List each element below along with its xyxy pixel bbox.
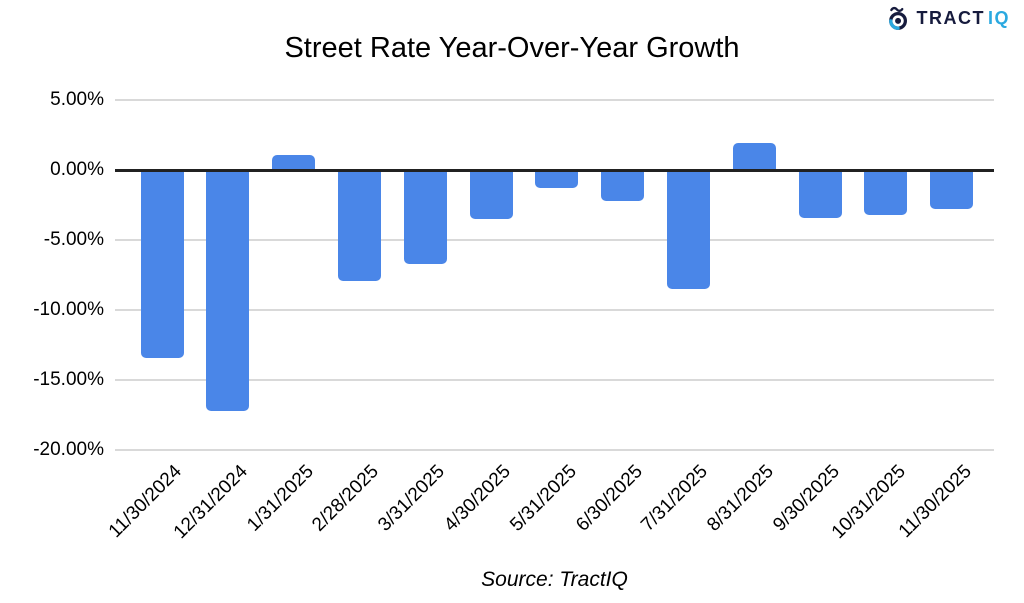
gridline: [115, 99, 994, 101]
bar-11/30/2025[interactable]: [930, 170, 973, 210]
gridline: [115, 449, 994, 451]
tractiq-logo-icon: [889, 6, 908, 30]
gridline: [115, 239, 994, 241]
bar-2/28/2025[interactable]: [338, 170, 381, 281]
bar-10/31/2025[interactable]: [864, 170, 907, 215]
chart-title: Street Rate Year-Over-Year Growth: [284, 32, 740, 64]
y-axis-tick-label: -10.00%: [33, 299, 104, 320]
y-axis-tick-label: 5.00%: [50, 89, 104, 110]
logo-text-iq: IQ: [987, 7, 1010, 28]
bar-7/31/2025[interactable]: [667, 170, 710, 289]
zero-axis-line: [115, 168, 994, 172]
source-note: Source: TractIQ: [481, 568, 628, 591]
bar-8/31/2025[interactable]: [733, 143, 776, 170]
bar-6/30/2025[interactable]: [601, 170, 644, 201]
logo-text-tract: TRACT: [916, 7, 985, 28]
bar-1/31/2025[interactable]: [272, 154, 315, 170]
plot-area: [115, 99, 994, 451]
bar-12/31/2024[interactable]: [206, 170, 249, 411]
bar-4/30/2025[interactable]: [470, 170, 513, 219]
tractiq-logo: TRACT IQ: [887, 5, 1010, 31]
bar-11/30/2024[interactable]: [141, 170, 184, 358]
bar-9/30/2025[interactable]: [799, 170, 842, 218]
bar-3/31/2025[interactable]: [404, 170, 447, 264]
tractiq-logo-text: TRACT IQ: [916, 6, 1010, 31]
bar-5/31/2025[interactable]: [535, 170, 578, 189]
gridline: [115, 309, 994, 311]
gridline: [115, 379, 994, 381]
y-axis-tick-label: 0.00%: [50, 159, 104, 180]
y-axis-tick-label: -20.00%: [33, 439, 104, 460]
y-axis-tick-label: -15.00%: [33, 369, 104, 390]
y-axis-tick-label: -5.00%: [43, 229, 104, 250]
